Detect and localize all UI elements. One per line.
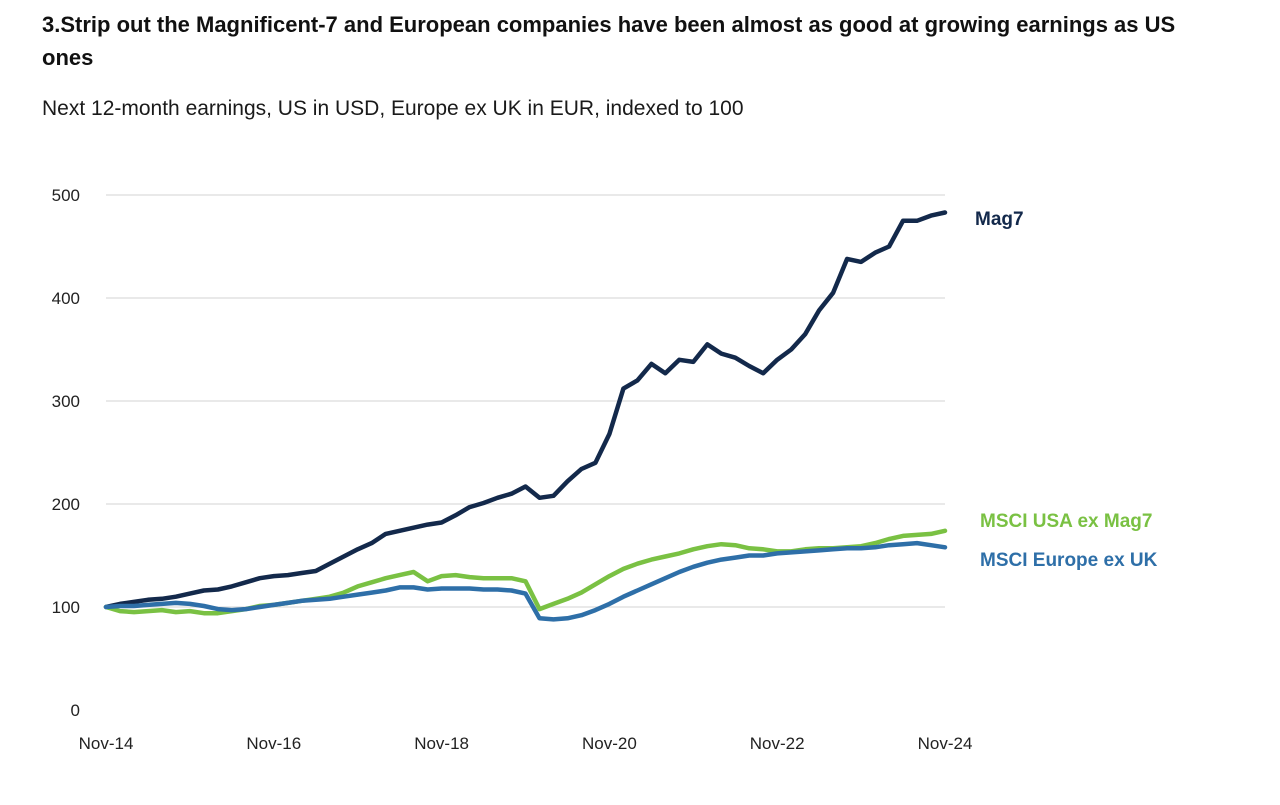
series-label-msci-europe-ex-uk: MSCI Europe ex UK (980, 550, 1158, 571)
y-tick-label: 300 (52, 392, 80, 411)
x-tick-label: Nov-20 (582, 734, 637, 753)
x-tick-label: Nov-24 (918, 734, 973, 753)
y-tick-label: 200 (52, 495, 80, 514)
series-line-mag7 (103, 210, 948, 610)
series-line-msci-usa-ex-mag7 (103, 528, 948, 616)
series-lines (103, 210, 948, 622)
y-axis: 0 100 200 300 400 500 (52, 186, 80, 720)
chart-title: 3.Strip out the Magnificent-7 and Europe… (42, 12, 1176, 70)
chart-subtitle: Next 12-month earnings, US in USD, Europ… (42, 97, 744, 120)
x-tick-label: Nov-22 (750, 734, 805, 753)
x-axis: Nov-14 Nov-16 Nov-18 Nov-20 Nov-22 Nov-24 (79, 734, 973, 753)
y-tick-label: 500 (52, 186, 80, 205)
y-tick-label: 400 (52, 289, 80, 308)
x-tick-label: Nov-14 (79, 734, 134, 753)
grid-lines (106, 194, 945, 608)
y-tick-label: 100 (52, 598, 80, 617)
x-tick-label: Nov-16 (246, 734, 301, 753)
x-tick-label: Nov-18 (414, 734, 469, 753)
series-label-msci-usa-ex-mag7: MSCI USA ex Mag7 (980, 511, 1152, 532)
series-labels: Mag7 MSCI USA ex Mag7 MSCI Europe ex UK (975, 209, 1158, 571)
series-line-msci-europe-ex-uk (103, 540, 948, 622)
series-label-mag7: Mag7 (975, 209, 1024, 230)
y-tick-label: 0 (71, 701, 80, 720)
